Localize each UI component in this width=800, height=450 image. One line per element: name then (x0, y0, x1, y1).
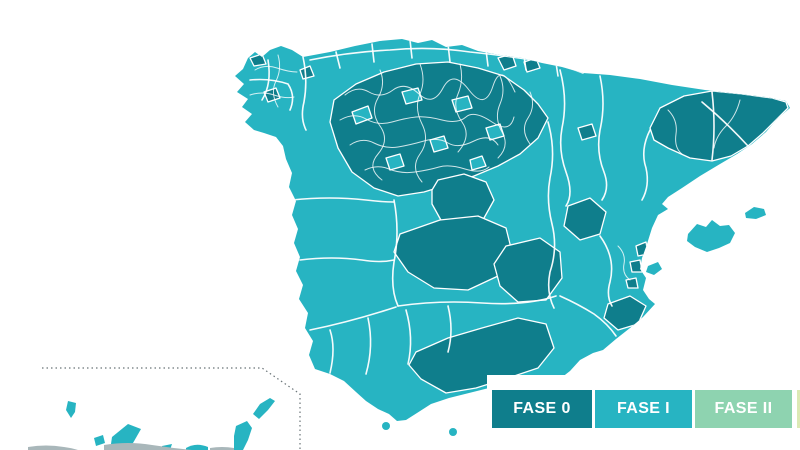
legend-item-fase-0[interactable]: FASE 0 (492, 390, 592, 428)
balearic-islands[interactable] (646, 207, 766, 275)
ceuta-dot[interactable] (382, 422, 390, 430)
zone-valencia-3[interactable] (625, 277, 639, 289)
legend-item-fase-1[interactable]: FASE I (595, 390, 692, 428)
island-gran-canaria[interactable] (186, 444, 208, 450)
legend-item-partial-next[interactable] (797, 390, 800, 428)
inset-dotted-border (42, 367, 301, 450)
legend-item-fase-2[interactable]: FASE II (695, 390, 792, 428)
zone-galicia-1[interactable] (249, 53, 267, 67)
zone-aragon-speck[interactable] (577, 123, 597, 141)
island-ibiza[interactable] (646, 262, 662, 275)
bottom-cutoff-fragments (28, 443, 234, 450)
zone-galicia-3[interactable] (299, 65, 315, 80)
health-zone-texture (249, 54, 741, 281)
melilla-dot[interactable] (449, 428, 457, 436)
zone-catalonia[interactable] (649, 90, 789, 162)
island-lanzarote[interactable] (253, 398, 275, 419)
island-mallorca[interactable] (687, 220, 735, 252)
island-la-palma[interactable] (66, 401, 76, 418)
island-menorca[interactable] (745, 207, 766, 219)
zone-albacete[interactable] (493, 237, 563, 303)
phase-legend: FASE 0 FASE I FASE II (492, 390, 792, 428)
zone-castilla-y-leon[interactable] (329, 61, 549, 197)
island-la-gomera[interactable] (94, 435, 105, 446)
island-fuerteventura[interactable] (234, 421, 252, 450)
peninsula[interactable] (235, 39, 790, 421)
zone-valencia-2[interactable] (629, 259, 643, 273)
zone-teruel[interactable] (563, 197, 607, 241)
zone-galicia-2[interactable] (263, 87, 281, 103)
canary-islands-inset[interactable] (42, 367, 301, 450)
zone-malaga-granada[interactable] (408, 317, 555, 394)
